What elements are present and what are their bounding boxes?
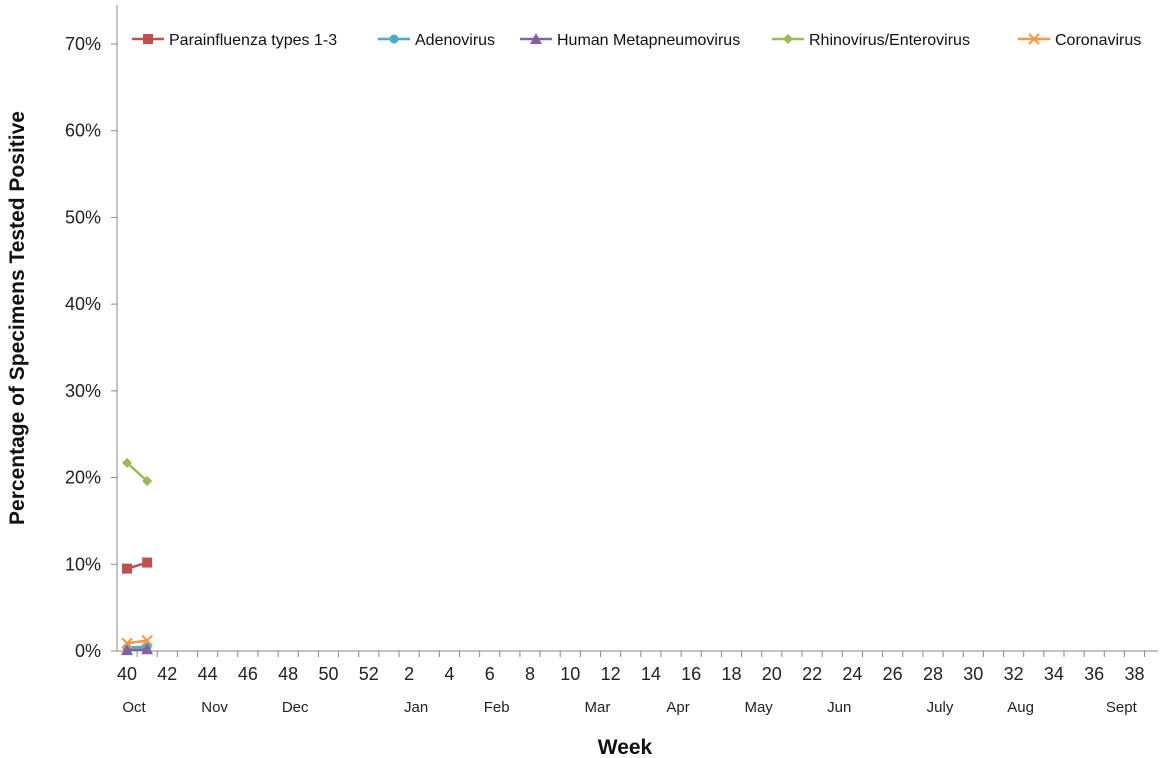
month-label: Oct bbox=[122, 699, 146, 716]
x-tick-label: 6 bbox=[485, 664, 495, 684]
series-2 bbox=[121, 643, 154, 656]
y-tick-label: 70% bbox=[65, 34, 101, 54]
y-tick-label: 50% bbox=[65, 207, 101, 227]
x-tick-label: 12 bbox=[601, 664, 621, 684]
month-label: Jan bbox=[404, 699, 428, 716]
legend-item: Rhinovirus/Enterovirus bbox=[772, 32, 970, 49]
month-label: Nov bbox=[201, 699, 228, 716]
x-tick-label: 20 bbox=[762, 664, 782, 684]
series-line bbox=[126, 639, 148, 645]
series-4 bbox=[121, 634, 153, 649]
y-axis-title: Percentage of Specimens Tested Positive bbox=[6, 111, 29, 525]
y-tick-label: 30% bbox=[65, 381, 101, 401]
month-label: Apr bbox=[666, 699, 689, 716]
x-tick-label: 8 bbox=[525, 664, 535, 684]
legend-label: Human Metapneumovirus bbox=[557, 32, 740, 49]
x-tick-label: 48 bbox=[278, 664, 298, 684]
legend-label: Adenovirus bbox=[415, 32, 495, 49]
legend-item: Human Metapneumovirus bbox=[520, 32, 740, 49]
data-point bbox=[141, 634, 153, 647]
series-group bbox=[121, 457, 154, 656]
legend-label: Rhinovirus/Enterovirus bbox=[809, 32, 970, 49]
series-3 bbox=[122, 457, 153, 487]
legend-label: Coronavirus bbox=[1055, 32, 1141, 49]
x-tick-label: 22 bbox=[802, 664, 822, 684]
x-axis-title: Week bbox=[598, 736, 653, 758]
series-0 bbox=[122, 557, 153, 574]
x-tick-label: 46 bbox=[238, 664, 258, 684]
x-tick-label: 2 bbox=[404, 664, 414, 684]
legend-marker bbox=[530, 33, 542, 44]
legend-item: Adenovirus bbox=[378, 32, 495, 49]
y-tick-label: 40% bbox=[65, 294, 101, 314]
month-label: May bbox=[744, 699, 773, 716]
legend: Parainfluenza types 1-3 Adenovirus Human M… bbox=[132, 32, 1141, 49]
series-line bbox=[126, 648, 148, 652]
month-label: Sept bbox=[1106, 699, 1138, 716]
y-tick-label: 20% bbox=[65, 468, 101, 488]
data-point bbox=[122, 457, 132, 468]
x-tick-label: 10 bbox=[560, 664, 580, 684]
month-labels: Oct Nov Dec Jan Feb Mar Apr May Jun July Aug Sept bbox=[122, 699, 1137, 716]
month-label: July bbox=[927, 699, 954, 716]
x-tick-label: 34 bbox=[1044, 664, 1064, 684]
x-tick-label: 4 bbox=[444, 664, 454, 684]
data-point bbox=[122, 563, 132, 574]
x-ticks: 40 42 44 46 48 50 52 2 4 6 8 10 12 14 16 18 20 22 24 26 28 30… bbox=[117, 651, 1146, 684]
x-tick-label: 52 bbox=[359, 664, 379, 684]
month-label: Dec bbox=[282, 699, 309, 716]
y-ticks: 0% 10% 20% 30% 40% 50% 60% 70% bbox=[65, 34, 117, 661]
y-tick-label: 10% bbox=[65, 554, 101, 574]
x-tick-label: 18 bbox=[721, 664, 741, 684]
y-tick-label: 60% bbox=[65, 121, 101, 141]
legend-item: Coronavirus bbox=[1018, 32, 1141, 49]
x-tick-label: 30 bbox=[963, 664, 983, 684]
x-tick-label: 38 bbox=[1124, 664, 1144, 684]
x-tick-label: 42 bbox=[157, 664, 177, 684]
series-line bbox=[126, 461, 148, 482]
y-tick-label: 0% bbox=[75, 641, 101, 661]
month-label: Mar bbox=[585, 699, 611, 716]
x-tick-label: 16 bbox=[681, 664, 701, 684]
x-tick-label: 36 bbox=[1084, 664, 1104, 684]
x-tick-label: 40 bbox=[117, 664, 137, 684]
month-label: Aug bbox=[1007, 699, 1034, 716]
x-tick-label: 44 bbox=[198, 664, 218, 684]
legend-item: Parainfluenza types 1-3 bbox=[132, 32, 337, 49]
legend-label: Parainfluenza types 1-3 bbox=[169, 32, 337, 49]
legend-marker bbox=[783, 34, 793, 44]
data-point bbox=[121, 637, 133, 649]
x-tick-label: 26 bbox=[883, 664, 903, 684]
data-point bbox=[142, 557, 153, 568]
data-point bbox=[142, 476, 153, 487]
x-tick-label: 32 bbox=[1004, 664, 1024, 684]
data-point bbox=[141, 643, 154, 655]
x-tick-label: 14 bbox=[641, 664, 661, 684]
axes bbox=[116, 5, 1158, 652]
x-tick-label: 50 bbox=[318, 664, 338, 684]
month-label: Feb bbox=[484, 699, 510, 716]
x-tick-label: 28 bbox=[923, 664, 943, 684]
month-label: Jun bbox=[827, 699, 851, 716]
legend-marker bbox=[143, 34, 153, 44]
data-point bbox=[121, 644, 133, 656]
x-tick-label: 24 bbox=[842, 664, 862, 684]
legend-marker bbox=[389, 34, 399, 44]
legend-marker bbox=[1028, 33, 1040, 45]
